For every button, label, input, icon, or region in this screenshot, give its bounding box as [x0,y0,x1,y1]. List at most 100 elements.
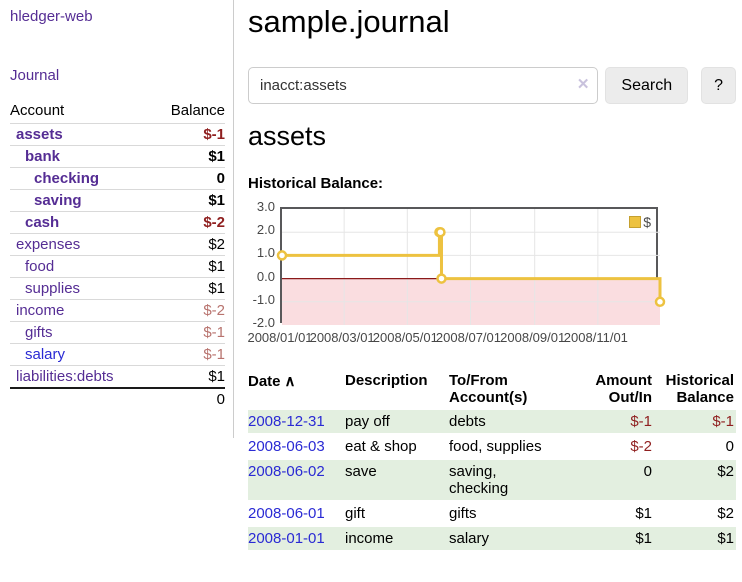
date-link[interactable]: 2008-12-31 [248,413,325,430]
register-accounts-cell: salary [449,530,490,547]
date-link[interactable]: 2008-06-01 [248,505,325,522]
register-row: 2008-06-01 gift gifts $1 $2 [248,501,736,526]
register-header-historical: Historical Balance [665,372,734,406]
register-amount-cell: $1 [635,505,652,522]
account-balance: $1 [151,145,225,168]
y-tick-label: -2.0 [252,315,275,330]
accounts-total-row: 0 [10,387,225,410]
account-link[interactable]: saving [34,192,82,209]
accounts-total-value: 0 [151,387,225,410]
register-accounts-cell: food, supplies [449,438,542,455]
register-accounts-cell: saving, checking [449,463,509,497]
account-row: salary $-1 [10,343,225,366]
y-tick-label: -1.0 [252,291,275,307]
register-header-amount: Amount Out/In [595,372,652,406]
data-point-marker [435,226,446,238]
register-description-cell: income [345,530,394,547]
x-tick-label: 2008/05/01 [372,330,438,345]
account-name-cell: saving [10,189,152,212]
account-link[interactable]: food [25,258,55,275]
x-tick-label: 2008/09/01 [500,330,566,345]
sidebar-item-journal[interactable]: Journal [10,67,60,84]
data-point-marker [436,273,447,284]
account-link[interactable]: assets [16,126,63,143]
register-balance-cell: 0 [725,438,734,455]
register-date-cell: 2008-12-31 [248,409,345,434]
help-button[interactable]: ? [701,67,736,104]
y-tick-label: 2.0 [256,222,275,238]
register-accounts-cell: debts [449,413,486,430]
sort-asc-icon: ∧ [284,373,296,390]
register-header-date[interactable]: Date ∧ [248,373,296,390]
register-date-cell: 2008-01-01 [248,526,345,550]
account-row: supplies $1 [10,277,225,300]
accounts-total-spacer [10,387,152,410]
x-tick-label: 2008/11/01 [563,330,628,345]
clear-search-icon[interactable]: ✕ [576,76,590,93]
account-name-cell: supplies [10,277,152,300]
chart-title: Historical Balance: [248,175,384,192]
search-bar: ✕ Search ? [248,67,736,104]
register-header-row: Date ∧ Description To/From Account(s) Amount O… [248,370,736,409]
account-row: checking 0 [10,167,225,190]
account-row: bank $1 [10,145,225,168]
account-row: gifts $-1 [10,321,225,344]
accounts-table: Account Balance assets $-1 bank $1 checking 0… [10,100,225,410]
register-amount-cell: 0 [643,463,652,480]
search-input[interactable] [248,67,599,104]
account-row: saving $1 [10,189,225,212]
search-button[interactable]: Search [605,67,689,104]
account-link[interactable]: gifts [25,324,53,341]
y-tick-label: 3.0 [256,199,275,214]
account-balance: $1 [151,365,225,388]
register-row: 2008-01-01 income salary $1 $1 [248,526,736,550]
sidebar: hledger-web Journal Account Balance asse… [0,0,234,438]
account-heading: assets [248,121,327,151]
account-link[interactable]: bank [25,148,61,165]
date-link[interactable]: 2008-01-01 [248,530,325,547]
account-link[interactable]: cash [25,214,60,231]
account-link[interactable]: supplies [25,280,81,297]
y-tick-label: 1.0 [256,245,275,261]
account-balance: $2 [151,233,225,256]
account-row: cash $-2 [10,211,225,234]
register-description-cell: gift [345,505,366,522]
account-row: food $1 [10,255,225,278]
register-row: 2008-06-02 save saving, checking 0 $2 [248,459,736,501]
register-date-cell: 2008-06-01 [248,501,345,526]
register-balance-cell: $2 [717,505,734,522]
balance-chart: 3.0 2.0 1.0 0.0 -1.0 -2.0 2008/01/01 2008/03/01… [247,199,736,355]
account-name-cell: cash [10,211,152,234]
account-row: assets $-1 [10,123,225,146]
account-link[interactable]: checking [34,170,100,187]
account-balance: $-2 [151,211,225,234]
y-tick-label: 0.0 [256,268,275,284]
account-link[interactable]: income [16,302,65,319]
account-name-cell: expenses [10,233,152,256]
account-name-cell: income [10,299,152,322]
account-link[interactable]: liabilities:debts [16,368,114,385]
date-link[interactable]: 2008-06-03 [248,438,325,455]
account-row: expenses $2 [10,233,225,256]
date-link[interactable]: 2008-06-02 [248,463,325,480]
account-balance: $-1 [151,343,225,366]
brand-link[interactable]: hledger-web [10,8,93,25]
data-point-marker [276,250,288,261]
account-balance: $1 [151,277,225,300]
register-balance-cell: $2 [717,463,734,480]
chart-plot-area: $ [276,207,666,325]
account-name-cell: checking [10,167,152,190]
accounts-header-row: Account Balance [10,100,225,124]
register-accounts-cell: gifts [449,505,477,522]
x-tick-label: 2008/01/01 [247,330,313,345]
account-name-cell: salary [10,343,152,366]
account-link[interactable]: salary [25,346,66,363]
register-row: 2008-06-03 eat & shop food, supplies $-2 0 [248,434,736,459]
account-row: liabilities:debts $1 [10,365,225,388]
register-amount-cell: $1 [635,530,652,547]
register-description-cell: pay off [345,413,390,430]
register-balance-cell: $-1 [712,413,734,430]
account-balance: $-1 [151,123,225,146]
account-link[interactable]: expenses [16,236,81,253]
data-point-marker [654,296,666,308]
